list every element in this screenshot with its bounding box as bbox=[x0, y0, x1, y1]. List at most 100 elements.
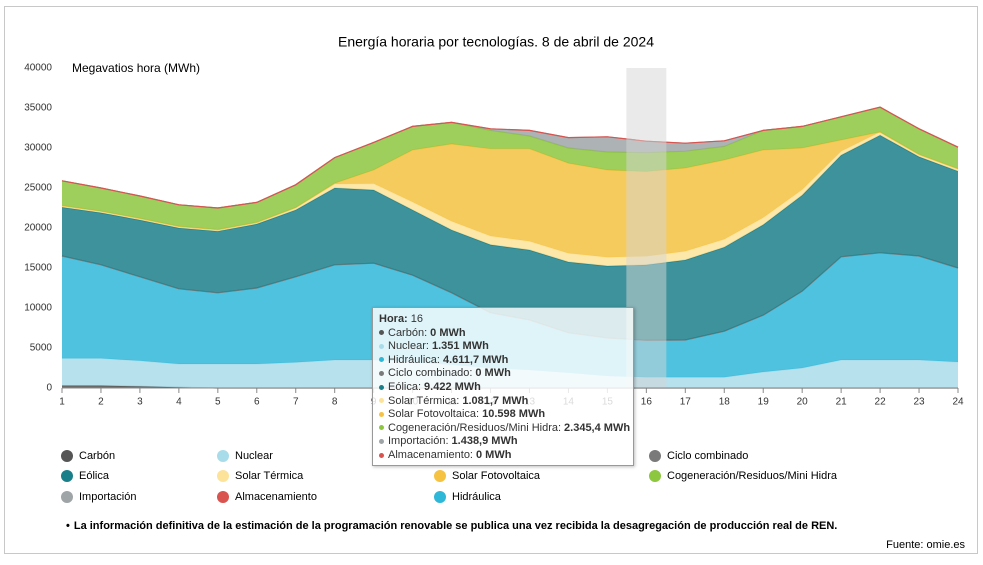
note-bullet: • bbox=[66, 520, 70, 532]
tooltip-value: 10.598 MWh bbox=[482, 408, 546, 421]
tooltip-value: 0 MWh bbox=[430, 326, 466, 339]
legend-label: Carbón bbox=[79, 450, 115, 462]
tooltip-row: Eólica: 9.422 MWh bbox=[379, 381, 627, 395]
x-tick-label: 8 bbox=[332, 397, 338, 408]
legend-marker bbox=[649, 450, 661, 462]
tooltip: Hora: 16 Carbón: 0 MWh Nuclear: 1.351 MWh Hidr… bbox=[372, 307, 634, 466]
tooltip-dot bbox=[379, 343, 384, 349]
tooltip-label: Eólica: bbox=[388, 380, 422, 393]
y-tick-label: 30000 bbox=[24, 143, 52, 154]
legend-label: Eólica bbox=[79, 470, 110, 482]
y-tick-label: 35000 bbox=[24, 103, 52, 114]
x-tick-label: 23 bbox=[913, 397, 925, 408]
tooltip-label: Importación: bbox=[388, 435, 449, 448]
tooltip-row: Cogeneración/Residuos/Mini Hidra: 2.345,4… bbox=[379, 421, 631, 436]
x-tick-label: 24 bbox=[952, 397, 964, 408]
tooltip-label: Carbón: bbox=[388, 326, 428, 339]
tooltip-label: Almacenamiento: bbox=[388, 448, 473, 461]
tooltip-value: 9.422 MWh bbox=[424, 380, 481, 393]
legend-marker bbox=[61, 470, 73, 482]
tooltip-dot bbox=[379, 330, 384, 336]
x-tick-label: 16 bbox=[641, 397, 653, 408]
x-tick-label: 21 bbox=[836, 397, 848, 408]
tooltip-dot bbox=[379, 370, 384, 376]
y-tick-label: 0 bbox=[46, 383, 52, 394]
tooltip-dot bbox=[379, 357, 384, 363]
tooltip-dot bbox=[379, 425, 384, 431]
x-tick-label: 19 bbox=[758, 397, 770, 408]
tooltip-value: 0 MWh bbox=[475, 367, 511, 380]
y-tick-label: 15000 bbox=[24, 263, 52, 274]
legend-marker bbox=[217, 491, 229, 503]
area bbox=[62, 135, 958, 341]
tooltip-value: 1.351 MWh bbox=[431, 340, 489, 353]
y-tick-label: 25000 bbox=[24, 183, 52, 194]
tooltip-row: Solar Térmica: 1.081,7 MWh bbox=[379, 395, 627, 409]
tooltip-value: 1.081,7 MWh bbox=[462, 394, 529, 407]
tooltip-label: Ciclo combinado: bbox=[388, 367, 473, 380]
x-tick-label: 3 bbox=[137, 397, 143, 408]
tooltip-dot bbox=[379, 452, 384, 458]
tooltip-row: Importación: 1.438,9 MWh bbox=[379, 435, 627, 449]
y-tick-label: 20000 bbox=[24, 223, 52, 234]
legend-label: Solar Térmica bbox=[235, 470, 304, 482]
tooltip-label: Solar Térmica: bbox=[388, 394, 460, 407]
tooltip-dot bbox=[379, 438, 384, 444]
legend-marker bbox=[61, 491, 73, 503]
tooltip-label: Hidráulica: bbox=[388, 353, 440, 366]
tooltip-hour-label: Hora: bbox=[379, 313, 408, 325]
tooltip-value: 0 MWh bbox=[476, 448, 512, 461]
x-tick-label: 22 bbox=[875, 397, 887, 408]
area-line bbox=[61, 106, 959, 209]
tooltip-label: Nuclear: bbox=[388, 340, 429, 353]
tooltip-dot bbox=[379, 411, 384, 417]
tooltip-header: Hora: 16 bbox=[379, 313, 627, 327]
y-tick-label: 40000 bbox=[24, 63, 52, 74]
frame bbox=[4, 6, 978, 554]
note: • La información definitiva de la estimac… bbox=[66, 520, 837, 532]
legend-marker bbox=[649, 470, 661, 482]
legend-marker bbox=[217, 470, 229, 482]
legend-marker bbox=[434, 491, 446, 503]
legend-label: Nuclear bbox=[235, 450, 273, 462]
tooltip-row: Solar Fotovoltaica: 10.598 MWh bbox=[379, 408, 627, 422]
tooltip-value: 1.438,9 MWh bbox=[451, 435, 518, 448]
tooltip-row: Ciclo combinado: 0 MWh bbox=[379, 367, 627, 381]
source: Fuente: omie.es bbox=[886, 539, 965, 551]
tooltip-row: Carbón: 0 MWh bbox=[379, 327, 627, 341]
y-axis-label: Megavatios hora (MWh) bbox=[72, 61, 200, 75]
tooltip-label: Cogeneración/Residuos/Mini Hidra: bbox=[388, 421, 562, 434]
tooltip-row: Nuclear: 1.351 MWh bbox=[379, 340, 627, 354]
tooltip-label: Solar Fotovoltaica: bbox=[388, 408, 480, 421]
x-tick-label: 17 bbox=[680, 397, 692, 408]
legend-label: Solar Fotovoltaica bbox=[452, 470, 541, 482]
x-tick-label: 18 bbox=[719, 397, 731, 408]
x-tick-label: 1 bbox=[59, 397, 65, 408]
area bbox=[62, 132, 958, 258]
legend-marker bbox=[217, 450, 229, 462]
chart-title: Energía horaria por tecnologías. 8 de ab… bbox=[338, 34, 654, 50]
y-tick-label: 10000 bbox=[24, 303, 52, 314]
y-tick-label: 5000 bbox=[30, 343, 53, 354]
legend-label: Importación bbox=[79, 491, 136, 503]
legend-marker bbox=[434, 470, 446, 482]
legend-marker bbox=[61, 450, 73, 462]
tooltip-row: Almacenamiento: 0 MWh bbox=[379, 449, 627, 463]
x-tick-label: 7 bbox=[293, 397, 299, 408]
legend-label: Almacenamiento bbox=[235, 491, 317, 503]
x-tick-label: 4 bbox=[176, 397, 182, 408]
tooltip-dot bbox=[379, 398, 384, 404]
legend-label: Cogeneración/Residuos/Mini Hidra bbox=[667, 470, 838, 482]
x-tick-label: 20 bbox=[797, 397, 809, 408]
x-tick-label: 2 bbox=[98, 397, 104, 408]
x-tick-label: 6 bbox=[254, 397, 260, 408]
area bbox=[62, 107, 958, 230]
legend-label: Hidráulica bbox=[452, 491, 502, 503]
tooltip-dot bbox=[379, 384, 384, 390]
x-tick-label: 5 bbox=[215, 397, 221, 408]
area bbox=[62, 252, 958, 378]
tooltip-value: 2.345,4 MWh bbox=[564, 421, 631, 434]
legend-label: Ciclo combinado bbox=[667, 450, 748, 462]
